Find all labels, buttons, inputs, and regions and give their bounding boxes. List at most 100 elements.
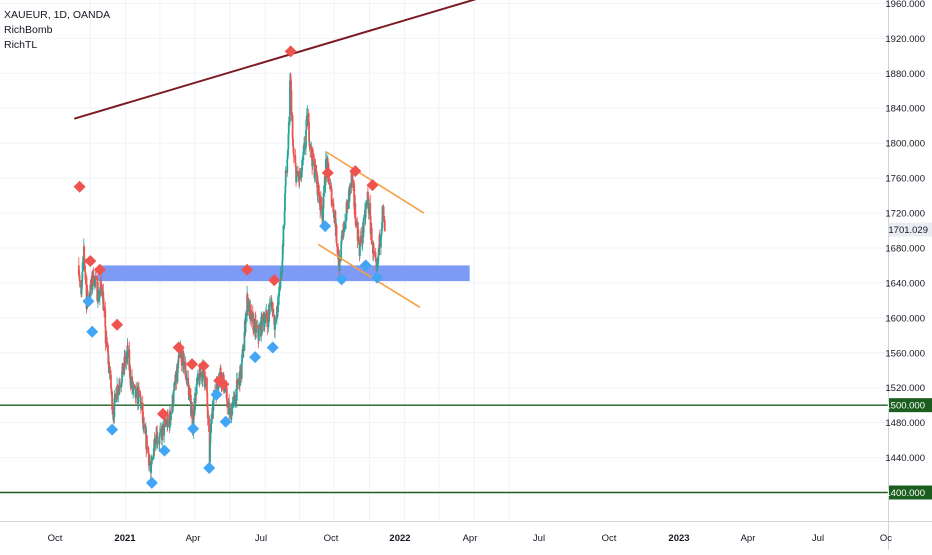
candle-body[interactable] [289,80,291,122]
buy-signal-marker[interactable] [266,341,279,354]
candle-body[interactable] [225,388,228,401]
trendline-long-term[interactable] [73,0,479,120]
candle-body[interactable] [352,179,354,184]
candle-body[interactable] [177,360,180,369]
candle-body[interactable] [235,380,238,401]
sell-signal-marker[interactable] [186,358,199,371]
candle-body[interactable] [370,227,373,245]
sell-signal-marker[interactable] [349,165,362,178]
candle-body[interactable] [116,385,119,394]
candle-body[interactable] [79,280,81,283]
candle-body[interactable] [378,234,381,248]
candle-body[interactable] [83,246,86,258]
buy-signal-marker[interactable] [145,476,158,489]
candle-body[interactable] [113,394,116,399]
candle-body[interactable] [347,190,350,209]
buy-signal-marker[interactable] [319,220,332,233]
candle-body[interactable] [81,262,84,272]
candle-body[interactable] [151,459,154,461]
candle-body[interactable] [284,193,286,212]
candle-body[interactable] [271,302,274,316]
candle-body[interactable] [115,397,118,402]
candle-body[interactable] [234,394,237,407]
candle-body[interactable] [97,297,100,302]
candle-body[interactable] [178,355,180,358]
candle-body[interactable] [89,284,92,290]
candle-body[interactable] [278,286,281,297]
sell-signal-marker[interactable] [366,179,379,192]
candle-body[interactable] [154,443,156,449]
candle-body[interactable] [349,184,352,187]
candle-body[interactable] [381,206,384,223]
candle-body[interactable] [328,173,330,185]
sell-signal-marker[interactable] [111,318,124,331]
candle-body[interactable] [309,144,312,150]
candle-body[interactable] [175,371,178,383]
candle-body[interactable] [306,113,309,127]
candle-body[interactable] [167,414,169,421]
sell-signal-marker[interactable] [156,407,169,420]
candle-body[interactable] [121,371,123,383]
candle-body[interactable] [383,217,385,220]
candle-body[interactable] [255,325,258,328]
candle-body[interactable] [121,363,124,375]
support-zone[interactable] [97,265,470,282]
candle-body[interactable] [295,170,298,174]
level-price-tag[interactable] [889,398,932,413]
candle-body[interactable] [167,420,170,422]
candle-body[interactable] [335,224,338,244]
buy-signal-marker[interactable] [86,325,99,338]
candle-body[interactable] [104,308,107,327]
candle-body[interactable] [226,400,229,408]
candle-body[interactable] [118,384,120,390]
candle-body[interactable] [159,428,162,433]
buy-signal-marker[interactable] [335,273,348,286]
candle-body[interactable] [245,314,247,324]
candle-body[interactable] [196,373,199,381]
candle-body[interactable] [133,384,136,387]
sell-signal-marker[interactable] [217,378,230,391]
candle-body[interactable] [240,362,243,379]
candle-body[interactable] [199,374,202,377]
candle-body[interactable] [354,203,357,219]
sell-signal-marker[interactable] [268,274,281,287]
candle-body[interactable] [243,331,246,351]
candle-body[interactable] [332,203,335,214]
candle-body[interactable] [182,353,185,370]
candle-body[interactable] [376,262,379,272]
last-price-tag[interactable] [889,222,932,237]
candle-body[interactable] [269,303,271,306]
candle-body[interactable] [330,187,333,206]
candle-body[interactable] [301,160,304,171]
candle-body[interactable] [150,462,153,473]
candle-body[interactable] [255,325,258,333]
candle-body[interactable] [163,420,166,436]
candle-body[interactable] [209,444,211,463]
candle-body[interactable] [346,203,349,209]
candle-body[interactable] [333,211,336,219]
candle-body[interactable] [127,349,130,357]
candle-body[interactable] [308,121,310,142]
candle-body[interactable] [380,235,382,248]
candle-body[interactable] [295,173,298,183]
candle-body[interactable] [183,366,185,370]
candle-body[interactable] [170,413,172,420]
candle-body[interactable] [281,261,284,273]
candle-body[interactable] [258,330,260,341]
candle-body[interactable] [282,225,285,247]
trendline-channel-lower[interactable] [317,243,421,309]
candle-body[interactable] [207,417,210,424]
candle-body[interactable] [373,251,376,255]
candle-body[interactable] [261,314,263,334]
candle-body[interactable] [210,418,213,433]
candle-body[interactable] [195,384,198,395]
candle-body[interactable] [247,300,250,311]
candle-body[interactable] [350,172,353,182]
candle-body[interactable] [292,145,295,153]
candle-body[interactable] [92,270,95,285]
candle-body[interactable] [188,388,191,395]
candle-body[interactable] [338,256,341,272]
sell-signal-marker[interactable] [284,45,297,58]
candle-body[interactable] [108,370,111,373]
